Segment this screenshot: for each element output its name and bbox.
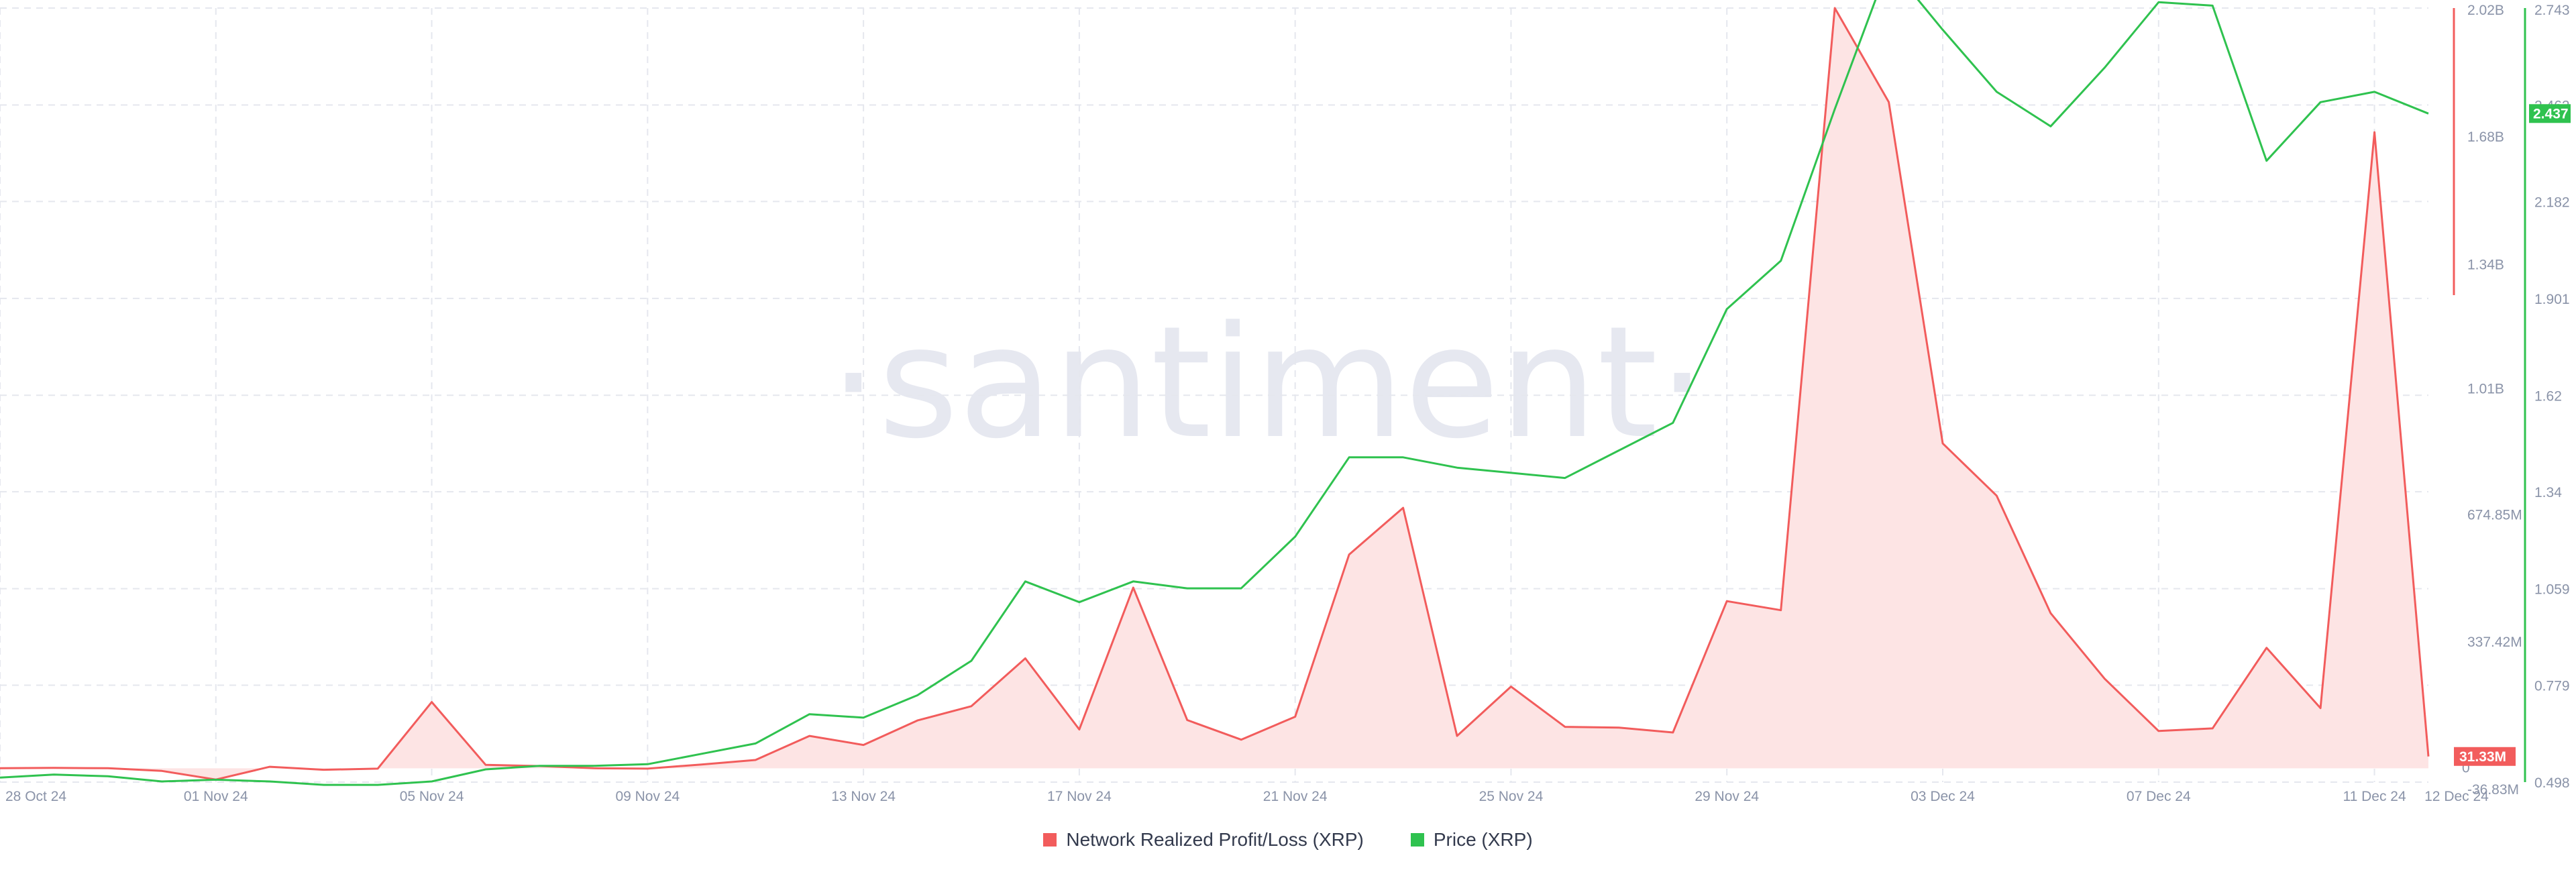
x-tick-label: 12 Dec 24 (2424, 789, 2489, 804)
price-series (0, 0, 2429, 786)
x-tick-label: 25 Nov 24 (1479, 789, 1544, 804)
right-axis-tick-label: 0.779 (2534, 679, 2570, 694)
left-axis-tick-label: 1.34B (2467, 258, 2504, 273)
nrpl-series (0, 7, 2430, 781)
left-axis-tick-label: 2.02B (2467, 3, 2504, 18)
right-axis-tick-label: 1.901 (2534, 292, 2570, 307)
right-axis-tick-label: 2.743 (2534, 3, 2570, 18)
right-axis-tick-label: 1.059 (2534, 582, 2570, 598)
x-tick-label: 28 Oct 24 (5, 789, 66, 804)
price-last-tag (2529, 104, 2571, 123)
left-axis-tick-label: -36.83M (2467, 782, 2519, 798)
last-value-tags: 31.33M 2.437 (2454, 104, 2571, 766)
x-tick-label: 17 Nov 24 (1047, 789, 1112, 804)
x-tick-label: 05 Nov 24 (400, 789, 464, 804)
legend: Network Realized Profit/Loss (XRP) Price… (0, 826, 2576, 853)
nrpl-line (0, 7, 2430, 781)
right-axis-tick-label: 0.498 (2534, 775, 2570, 791)
legend-label-nrpl: Network Realized Profit/Loss (XRP) (1066, 829, 1364, 850)
x-tick-label: 09 Nov 24 (615, 789, 680, 804)
left-axis-tick-label: 1.01B (2467, 382, 2504, 397)
x-tick-label: 21 Nov 24 (1263, 789, 1328, 804)
price-last-value: 2.437 (2533, 106, 2569, 121)
left-axis-tick-label: 674.85M (2467, 508, 2522, 523)
nrpl-last-tag (2454, 747, 2516, 766)
left-axis-tick-label: 337.42M (2467, 635, 2522, 650)
legend-item-price[interactable]: Price (XRP) (1410, 829, 1533, 851)
watermark: ·santiment· (829, 294, 1707, 473)
left-axis-tick-label: 0 (2462, 760, 2470, 775)
chart: ·santiment· 28 Oct 24 01 Nov 24 05 Nov 24 0… (0, 0, 2571, 804)
x-tick-label: 07 Dec 24 (2127, 789, 2191, 804)
x-tick-label: 01 Nov 24 (184, 789, 248, 804)
x-tick-label: 03 Dec 24 (1911, 789, 1975, 804)
price-line (0, 0, 2429, 786)
nrpl-last-value: 31.33M (2459, 749, 2506, 765)
left-axis-tick-label: 1.68B (2467, 129, 2504, 145)
right-axis-tick-label: 1.34 (2534, 485, 2562, 500)
nrpl-swatch (1043, 833, 1057, 847)
legend-label-price: Price (XRP) (1433, 829, 1533, 850)
x-tick-label: 11 Dec 24 (2343, 789, 2406, 804)
right-axis-tick-label: 1.62 (2534, 388, 2562, 404)
nrpl-area (0, 8, 2428, 780)
x-tick-label: 13 Nov 24 (831, 789, 896, 804)
x-tick-label: 29 Nov 24 (1695, 789, 1759, 804)
x-axis: 28 Oct 24 01 Nov 24 05 Nov 24 09 Nov 24 13 N… (5, 789, 2489, 804)
price-swatch (1410, 833, 1424, 847)
left-axis: -36.83M 0 337.42M 674.85M 1.01B 1.34B 1.68B 2.0… (2453, 3, 2522, 798)
legend-item-nrpl[interactable]: Network Realized Profit/Loss (XRP) (1043, 829, 1364, 851)
right-axis-tick-label: 2.182 (2534, 195, 2570, 210)
